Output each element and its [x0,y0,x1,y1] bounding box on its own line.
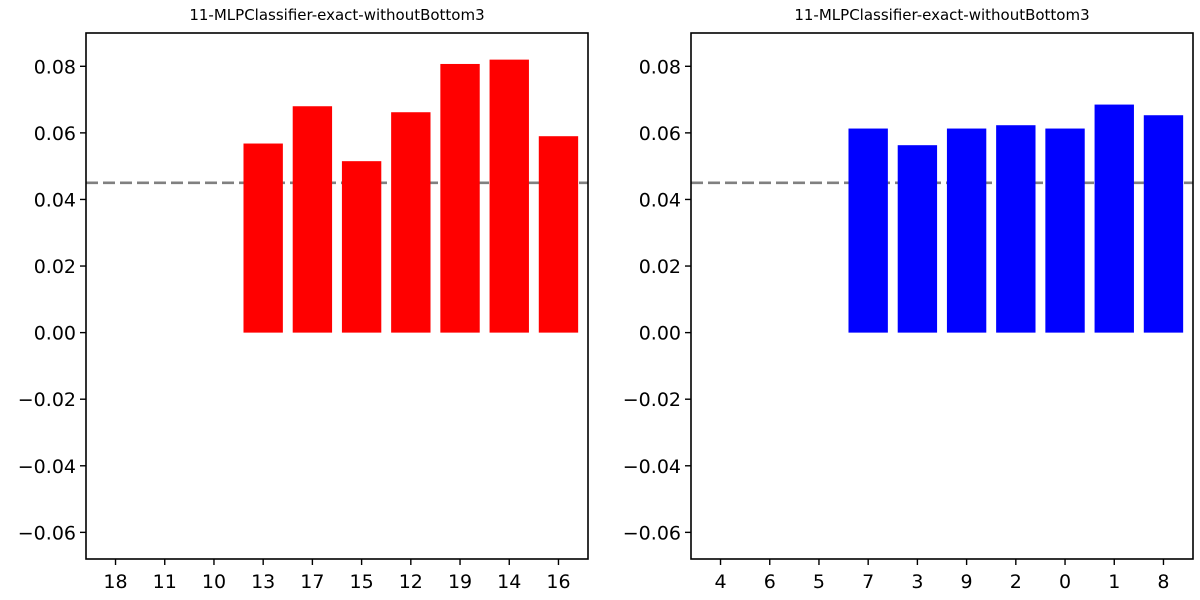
right-x-tick-label: 9 [961,571,973,593]
right-bar-chart: 11-MLPClassifier-exact-withoutBottom3 −0… [623,6,1194,593]
right-y-tick-label: 0.08 [639,56,681,78]
left-bar-13 [243,143,283,333]
left-x-tick-label: 12 [399,571,423,593]
left-plot-frame [85,32,589,560]
right-x-tick-label: 6 [764,571,776,593]
left-x-tick-label: 17 [300,571,324,593]
right-x-tick-label: 5 [813,571,825,593]
left-x-axis: 18 11 10 13 17 15 12 19 14 16 [103,559,571,593]
left-bars [243,59,579,333]
right-y-tick-label: 0.06 [639,123,681,145]
right-x-tick-label: 7 [862,571,874,593]
left-y-tick-label: 0.00 [34,323,76,345]
right-bar-0 [1045,128,1085,333]
right-bar-8 [1143,115,1184,333]
left-x-tick-label: 15 [350,571,374,593]
left-x-tick-label: 19 [448,571,472,593]
right-x-tick-label: 1 [1108,571,1120,593]
right-bar-1 [1094,104,1134,333]
right-y-tick-label: −0.04 [623,456,681,478]
right-y-tick-label: 0.02 [639,256,681,278]
right-x-tick-label: 0 [1059,571,1071,593]
right-y-tick-label: −0.06 [623,522,681,544]
left-bar-17 [292,106,333,333]
right-bar-2 [996,125,1036,333]
left-y-tick-label: −0.02 [18,389,76,411]
left-x-tick-label: 11 [153,571,177,593]
left-bar-14 [489,59,529,333]
left-x-tick-label: 16 [546,571,570,593]
left-y-tick-label: 0.08 [34,56,76,78]
left-bar-15 [341,161,382,333]
left-bar-chart: 11-MLPClassifier-exact-withoutBottom3 −0… [18,6,589,593]
left-bar-12 [391,112,431,333]
left-y-tick-label: 0.06 [34,123,76,145]
right-bar-7 [848,128,888,333]
right-y-tick-label: 0.04 [639,189,681,211]
right-x-tick-label: 3 [911,571,923,593]
left-chart-title: 11-MLPClassifier-exact-withoutBottom3 [189,6,484,24]
right-x-tick-label: 8 [1157,571,1169,593]
right-y-tick-label: −0.02 [623,389,681,411]
left-y-tick-label: −0.06 [18,522,76,544]
right-y-tick-label: 0.00 [639,323,681,345]
left-x-tick-label: 13 [251,571,275,593]
right-y-axis: −0.06 −0.04 −0.02 0.00 0.02 0.04 0.06 0.08 [623,56,691,544]
right-bar-9 [946,128,987,333]
left-y-tick-label: −0.04 [18,456,76,478]
left-x-tick-label: 14 [497,571,521,593]
left-x-tick-label: 18 [103,571,127,593]
right-x-axis: 4 6 5 7 3 9 2 0 1 8 [714,559,1170,593]
right-bars [848,104,1184,333]
left-x-tick-label: 10 [202,571,226,593]
left-y-tick-label: 0.04 [34,189,76,211]
right-bar-3 [897,145,938,333]
right-x-tick-label: 2 [1010,571,1022,593]
right-plot-frame [690,32,1194,560]
left-y-tick-label: 0.02 [34,256,76,278]
left-y-axis: −0.06 −0.04 −0.02 0.00 0.02 0.04 0.06 0.08 [18,56,86,544]
right-x-tick-label: 4 [714,571,726,593]
left-bar-16 [538,136,579,333]
left-bar-19 [440,63,480,333]
right-chart-title: 11-MLPClassifier-exact-withoutBottom3 [794,6,1089,24]
